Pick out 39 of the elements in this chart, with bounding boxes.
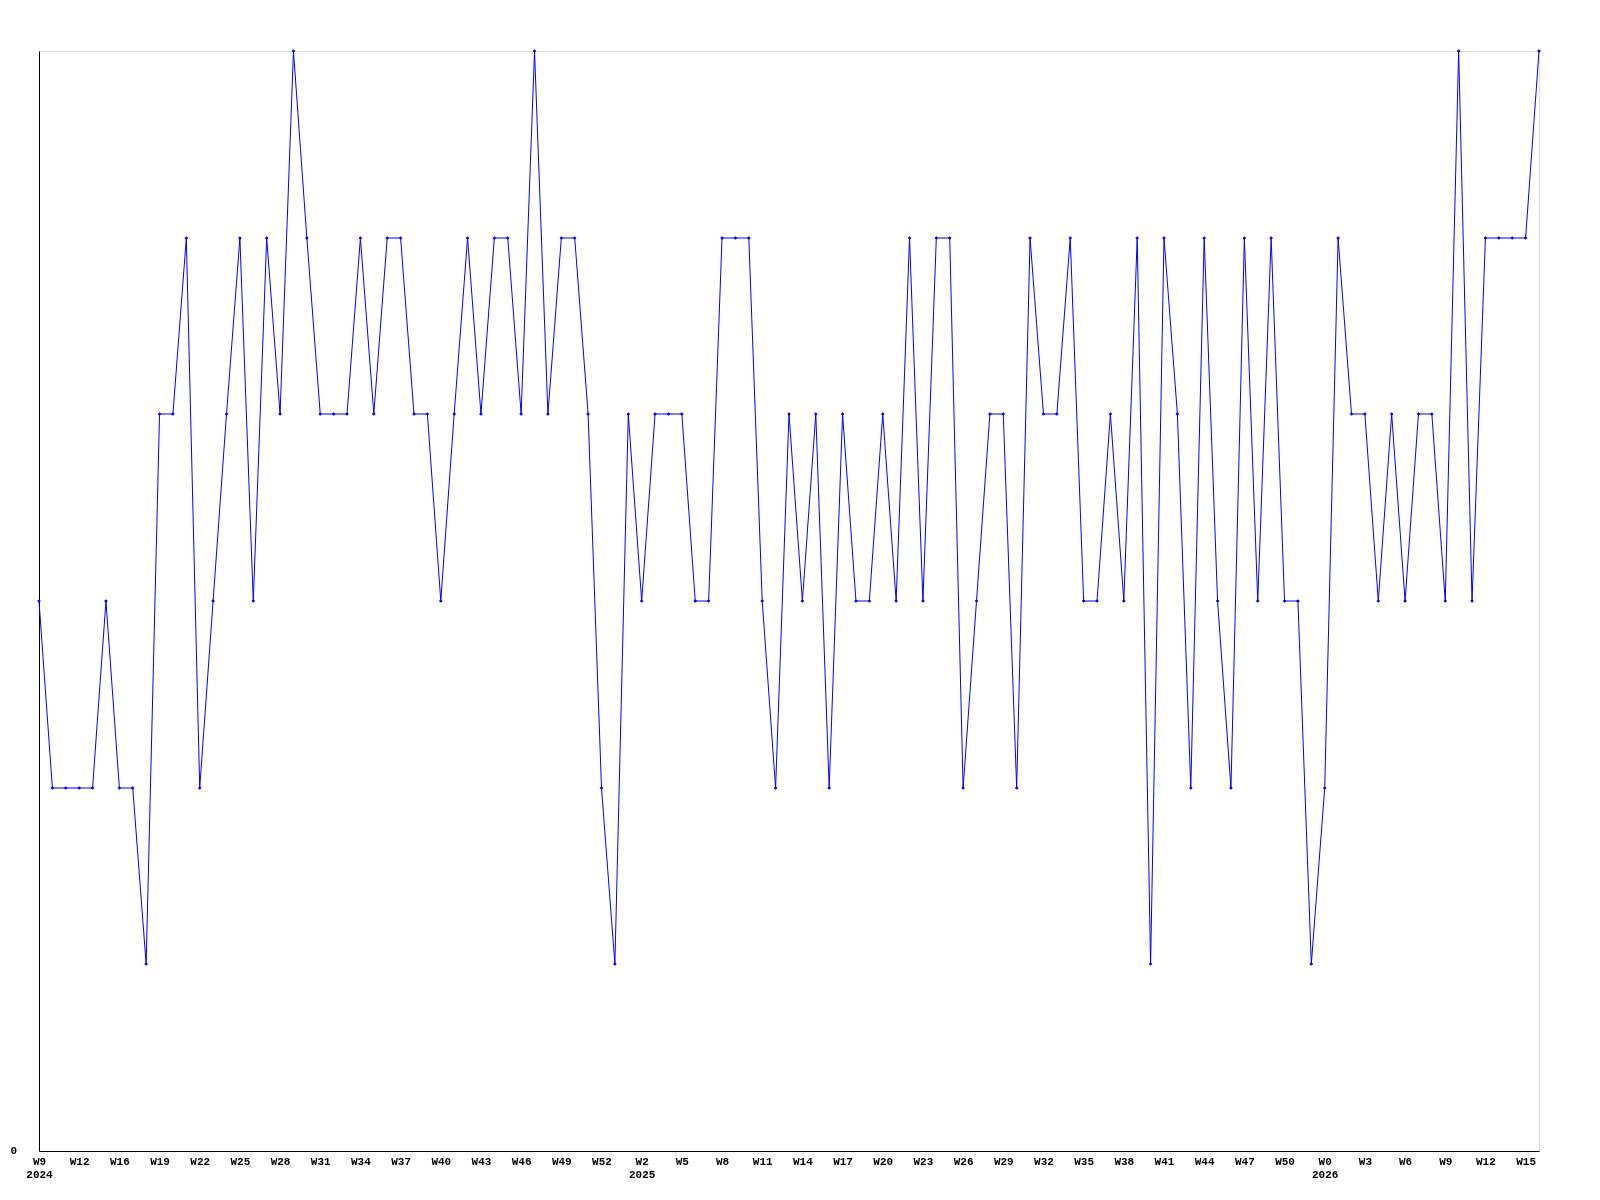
x-tick-label: W28 xyxy=(270,1155,291,1168)
x-tick-label: W3 xyxy=(1358,1155,1373,1168)
x-tick-label: W15 xyxy=(1516,1155,1537,1168)
x-tick-label: W8 xyxy=(715,1155,730,1168)
x-tick-label: W6 xyxy=(1398,1155,1413,1168)
x-tick-label: W52 xyxy=(592,1155,612,1168)
x-tick-label: W43 xyxy=(471,1155,492,1168)
x-tick-label: W20 xyxy=(873,1155,894,1168)
x-tick-label: W34 xyxy=(351,1155,372,1168)
x-tick-label: W9 xyxy=(1439,1155,1453,1168)
x-tick-label: W14 xyxy=(792,1155,814,1168)
x-tick-label: W9 2024 xyxy=(26,1155,54,1181)
x-tick-label: W32 xyxy=(1034,1155,1054,1168)
x-tick-label: W22 xyxy=(190,1155,211,1168)
x-tick-label: W50 xyxy=(1275,1155,1295,1168)
x-tick-label: W47 xyxy=(1234,1155,1255,1168)
x-tick-label: W16 xyxy=(109,1155,130,1168)
x-tick-label: W49 xyxy=(551,1155,572,1168)
x-tick-label: W17 xyxy=(833,1155,853,1168)
x-tick-label: W12 xyxy=(69,1155,90,1168)
x-tick-label: W12 xyxy=(1476,1155,1496,1168)
x-tick-label: W29 xyxy=(993,1155,1014,1168)
x-tick-label: W19 xyxy=(150,1155,170,1168)
x-tick-label: W5 xyxy=(675,1155,690,1168)
x-tick-label: W26 xyxy=(953,1155,974,1168)
x-tick-label: W31 xyxy=(310,1155,332,1168)
x-tick-label: W11 xyxy=(752,1155,774,1168)
x-tick-label: W23 xyxy=(913,1155,934,1168)
x-tick-label: W44 xyxy=(1194,1155,1215,1168)
x-tick-label: W25 xyxy=(230,1155,251,1168)
x-tick-label: W40 xyxy=(431,1155,452,1168)
x-tick-label: W0 2026 xyxy=(1312,1155,1339,1181)
x-tick-label: W38 xyxy=(1114,1155,1135,1168)
x-tick-label: W35 xyxy=(1074,1155,1095,1168)
x-tick-label: W46 xyxy=(511,1155,532,1168)
x-tick-label: W37 xyxy=(391,1155,412,1168)
x-tick-label: W2 2025 xyxy=(628,1155,656,1181)
x-tick-label: W41 xyxy=(1154,1155,1175,1168)
text: 0 xyxy=(10,1145,17,1157)
